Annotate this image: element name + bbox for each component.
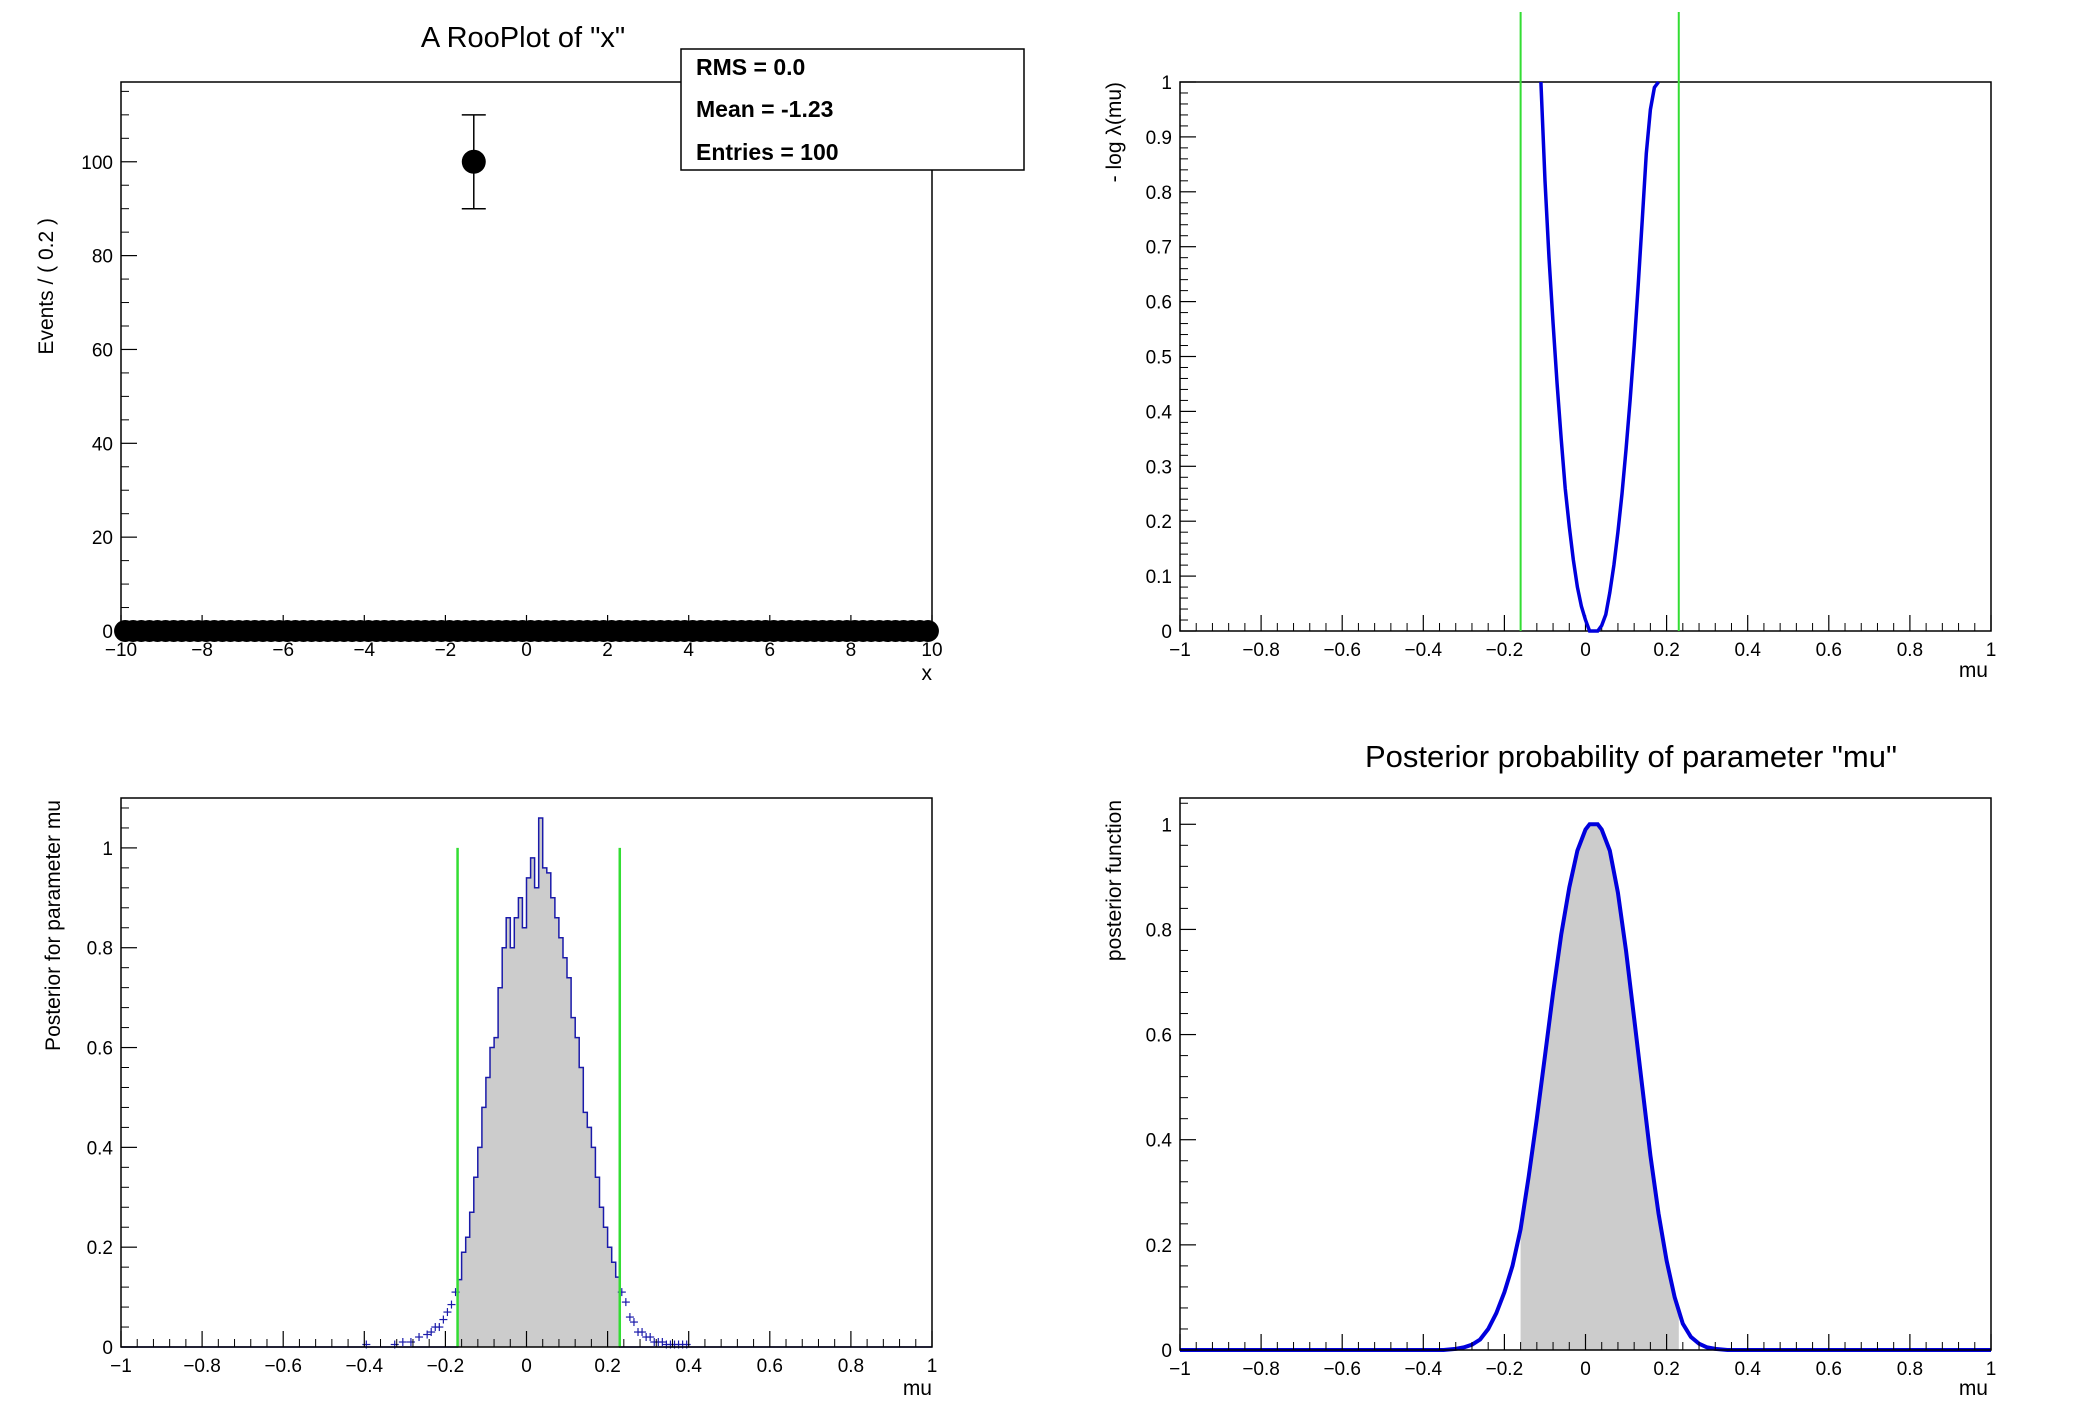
y-tick-label: 0.7 [1146,238,1172,259]
y-tick-label: 0.9 [1146,128,1172,149]
x-tick-label: −6 [272,640,294,661]
x-tick-label: −0.8 [1242,640,1280,661]
x-tick-label: 4 [683,640,694,661]
y-tick-label: 0.2 [87,1238,113,1259]
y-tick-label: 0.1 [1146,567,1172,588]
y-tick-label: 0.8 [87,939,113,960]
x-tick-label: 10 [921,640,942,661]
y-axis-title: posterior function [1103,800,1126,961]
data-point [916,620,939,642]
y-tick-label: 60 [92,340,113,361]
peak-data-point [461,149,486,174]
y-tick-label: 1 [1161,815,1172,836]
y-tick-label: 0 [1161,1341,1172,1362]
x-tick-label: 0.8 [1897,640,1923,661]
y-axis-title: - log λ(mu) [1103,82,1126,182]
y-axis-title: Events / ( 0.2 ) [35,218,58,355]
x-tick-label: 0 [521,640,532,661]
stats-mean: Mean = -1.23 [696,96,833,122]
y-tick-label: 0.8 [1146,920,1172,941]
stats-box: RMS = 0.0 Mean = -1.23 Entries = 100 [680,48,1025,171]
y-tick-label: 0.4 [87,1138,114,1159]
x-tick-label: −0.2 [1486,640,1524,661]
x-tick-label: −0.6 [1323,640,1361,661]
x-tick-label: −0.2 [427,1356,465,1377]
profile-likelihood-curve [1539,80,1660,633]
x-tick-label: −8 [191,640,213,661]
x-tick-label: −4 [353,640,375,661]
x-tick-label: −10 [105,640,137,661]
x-tick-label: 0.8 [1897,1359,1923,1380]
posterior-function-panel: Posterior probability of parameter "mu" … [1103,739,1996,1400]
y-tick-label: 0.4 [1146,402,1173,423]
profile-likelihood-panel: - log λ(mu) mu −1 −0.8 −0.6 −0.4 −0.2 0 0.2 0.4… [1103,12,1996,682]
y-tick-label: 0.6 [87,1039,113,1060]
y-tick-label: 0.3 [1146,457,1172,478]
plot-title: Posterior probability of parameter "mu" [1365,739,1897,774]
x-tick-label: −0.4 [1405,1359,1443,1380]
stats-entries: Entries = 100 [696,139,839,165]
x-tick-label: 0 [1580,640,1591,661]
x-tick-label: −0.8 [1242,1359,1280,1380]
x-tick-label: 0.8 [838,1356,864,1377]
y-tick-label: 0.8 [1146,183,1172,204]
y-tick-label: 100 [81,153,113,174]
x-tick-label: 0.6 [1816,640,1842,661]
y-tick-label: 20 [92,528,113,549]
y-tick-label: 0 [102,622,113,643]
x-tick-label: −0.2 [1486,1359,1524,1380]
y-tick-label: 0.6 [1146,293,1172,314]
x-tick-label: 6 [765,640,776,661]
rooplot-x-panel: A RooPlot of "x" Events / ( 0.2 ) x −10 −… [35,22,943,685]
x-tick-label: 0.2 [594,1356,620,1377]
y-tick-label: 0.5 [1146,348,1172,369]
y-tick-label: 0.2 [1146,512,1172,533]
y-axis-title: Posterior for parameter mu [42,800,65,1051]
x-tick-label: −2 [435,640,457,661]
y-tick-label: 1 [102,839,113,860]
x-tick-label: 0.4 [1734,1359,1761,1380]
x-tick-label: −0.8 [183,1356,221,1377]
x-tick-label: 8 [846,640,857,661]
x-axis-title: mu [1959,1377,1988,1400]
x-tick-label: 1 [1986,640,1997,661]
x-tick-label: 0.6 [1816,1359,1842,1380]
stats-rms: RMS = 0.0 [696,54,805,80]
y-tick-label: 0.6 [1146,1026,1172,1047]
x-tick-label: 0.2 [1653,640,1679,661]
x-tick-label: −1 [1169,1359,1191,1380]
x-tick-label: −1 [1169,640,1191,661]
mcmc-posterior-histogram-panel: Posterior for parameter mu mu −1 −0.8 −0.6… [42,797,938,1400]
y-tick-label: 0 [1161,622,1172,643]
x-tick-label: −0.6 [1323,1359,1361,1380]
x-tick-label: 0.4 [675,1356,702,1377]
y-tick-label: 0.2 [1146,1236,1172,1257]
y-tick-label: 1 [1161,73,1172,94]
posterior-histogram [121,817,932,1348]
y-tick-label: 80 [92,247,113,268]
x-tick-label: −0.6 [264,1356,302,1377]
x-tick-label: 0.2 [1653,1359,1679,1380]
plot-title: A RooPlot of "x" [421,22,625,54]
x-tick-label: 0.6 [757,1356,783,1377]
x-tick-label: 0 [1580,1359,1591,1380]
y-tick-label: 0 [102,1338,113,1359]
x-tick-label: 0.4 [1734,640,1761,661]
x-axis-title: x [922,662,933,685]
x-tick-label: 0 [521,1356,532,1377]
x-axis-title: mu [1959,659,1988,682]
x-tick-label: 1 [927,1356,938,1377]
x-axis-title: mu [903,1377,932,1400]
x-tick-label: −1 [110,1356,132,1377]
x-tick-label: −0.4 [1405,640,1443,661]
x-tick-label: −0.4 [346,1356,384,1377]
posterior-function-curve [1180,822,1991,1352]
y-tick-label: 0.4 [1146,1131,1173,1152]
x-tick-label: 2 [602,640,613,661]
y-tick-label: 40 [92,434,113,455]
credible-interval-shade [457,818,620,1347]
x-tick-label: 1 [1986,1359,1997,1380]
